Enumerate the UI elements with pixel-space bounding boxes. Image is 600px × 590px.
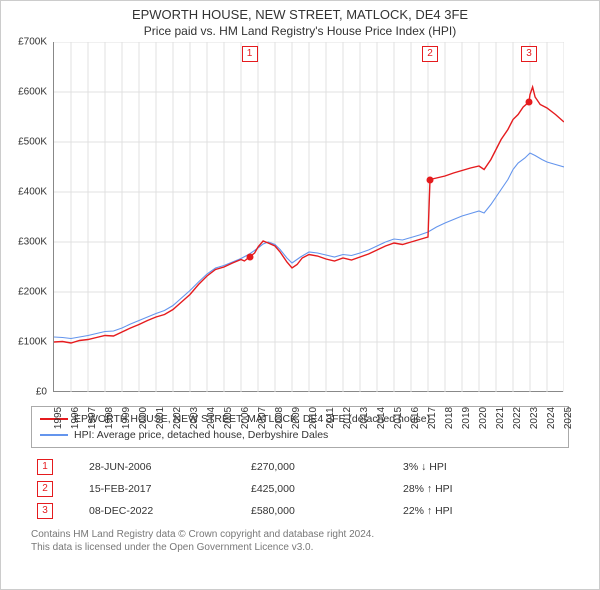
row-price: £425,000 [245,478,397,500]
transaction-dot [246,254,253,261]
x-tick-label: 2001 [155,407,166,429]
plot-area: 1 2 3 [53,42,563,392]
row-price: £580,000 [245,500,397,522]
x-tick-label: 2018 [444,407,455,429]
row-marker: 1 [37,459,53,475]
x-tick-label: 2011 [325,407,336,429]
y-tick-label: £600K [18,87,47,98]
x-tick-label: 2004 [206,407,217,429]
row-marker: 3 [37,503,53,519]
x-tick-label: 2003 [189,407,200,429]
y-tick-label: £300K [18,237,47,248]
table-row: 3 08-DEC-2022£580,00022% ↑ HPI [31,500,569,522]
y-tick-label: £500K [18,137,47,148]
transaction-marker: 1 [242,46,258,62]
row-date: 15-FEB-2017 [83,478,245,500]
row-diff: 28% ↑ HPI [397,478,569,500]
y-tick-label: £200K [18,287,47,298]
x-tick-label: 2005 [223,407,234,429]
root: EPWORTH HOUSE, NEW STREET, MATLOCK, DE4 … [0,0,600,590]
row-price: £270,000 [245,456,397,478]
y-tick-label: £100K [18,337,47,348]
x-tick-label: 1995 [53,407,64,429]
x-tick-label: 2010 [308,407,319,429]
transaction-table: 1 28-JUN-2006£270,0003% ↓ HPI 2 15-FEB-2017… [31,456,569,522]
chart-title: EPWORTH HOUSE, NEW STREET, MATLOCK, DE4 … [1,1,599,22]
x-tick-label: 2015 [393,407,404,429]
x-tick-label: 2002 [172,407,183,429]
transaction-dot [427,176,434,183]
row-date: 08-DEC-2022 [83,500,245,522]
x-tick-label: 1997 [87,407,98,429]
x-axis: 1995199619971998199920002001200220032004… [53,394,563,424]
x-tick-label: 2016 [410,407,421,429]
y-tick-label: £700K [18,37,47,48]
x-tick-label: 2000 [138,407,149,429]
row-diff: 22% ↑ HPI [397,500,569,522]
transaction-marker: 2 [422,46,438,62]
x-tick-label: 2025 [563,407,574,429]
x-tick-label: 2020 [478,407,489,429]
x-tick-label: 2009 [291,407,302,429]
table-row: 1 28-JUN-2006£270,0003% ↓ HPI [31,456,569,478]
x-tick-label: 2014 [376,407,387,429]
y-tick-label: £0 [36,387,47,398]
x-tick-label: 2017 [427,407,438,429]
legend-label-2: HPI: Average price, detached house, Derb… [74,427,328,443]
x-tick-label: 2012 [342,407,353,429]
transaction-dot [525,99,532,106]
legend-row-2: HPI: Average price, detached house, Derb… [40,427,560,443]
y-tick-label: £400K [18,187,47,198]
plot-svg [54,42,564,392]
x-tick-label: 2024 [546,407,557,429]
footnote: Contains HM Land Registry data © Crown c… [31,528,569,554]
x-tick-label: 2022 [512,407,523,429]
x-tick-label: 2013 [359,407,370,429]
x-tick-label: 1999 [121,407,132,429]
footnote-line-2: This data is licensed under the Open Gov… [31,541,569,554]
y-axis: £0£100K£200K£300K£400K£500K£600K£700K [11,42,51,392]
x-tick-label: 1996 [70,407,81,429]
x-tick-label: 2008 [274,407,285,429]
table-row: 2 15-FEB-2017£425,00028% ↑ HPI [31,478,569,500]
x-tick-label: 2021 [495,407,506,429]
x-tick-label: 2023 [529,407,540,429]
x-tick-label: 2006 [240,407,251,429]
row-diff: 3% ↓ HPI [397,456,569,478]
x-tick-label: 2007 [257,407,268,429]
transaction-marker: 3 [521,46,537,62]
x-tick-label: 2019 [461,407,472,429]
legend-swatch-2 [40,434,68,436]
chart-subtitle: Price paid vs. HM Land Registry's House … [1,22,599,42]
row-marker: 2 [37,481,53,497]
row-date: 28-JUN-2006 [83,456,245,478]
footnote-line-1: Contains HM Land Registry data © Crown c… [31,528,569,541]
x-tick-label: 1998 [104,407,115,429]
chart-area: £0£100K£200K£300K£400K£500K£600K£700K 12… [11,42,571,402]
